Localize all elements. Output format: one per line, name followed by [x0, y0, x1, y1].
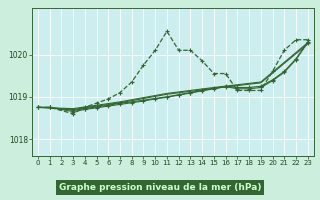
Text: Graphe pression niveau de la mer (hPa): Graphe pression niveau de la mer (hPa) — [59, 183, 261, 192]
